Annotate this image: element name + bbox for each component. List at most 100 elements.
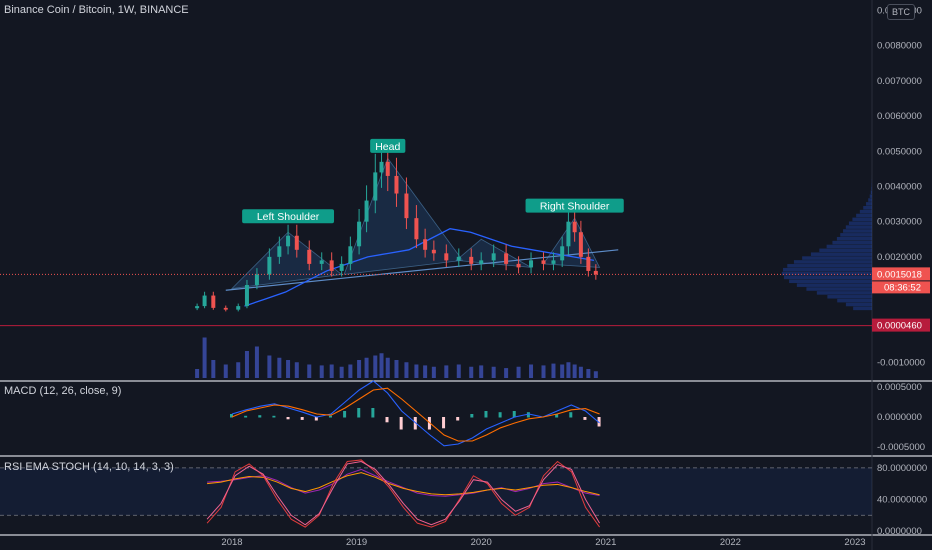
candle-body (456, 256, 461, 261)
candle-body (357, 221, 362, 247)
volume-bar (566, 362, 571, 378)
candle-body (329, 260, 334, 271)
volume-bar (479, 365, 484, 378)
volume-bar (373, 355, 378, 378)
volume-bar (385, 357, 390, 378)
macd-histogram-bar (385, 417, 389, 423)
price-axis-tick-label: 0.0050000 (877, 146, 922, 157)
volume-bar (307, 364, 312, 378)
candle-body (348, 246, 353, 264)
macd-histogram-bar (569, 412, 573, 418)
rsi-pane-title: RSI EMA STOCH (14, 10, 14, 3, 3) (4, 461, 174, 473)
candle-body (479, 260, 484, 264)
candle-body (491, 253, 496, 261)
volume-bar (414, 364, 419, 378)
x-axis-tick-label: 2023 (844, 537, 865, 548)
low-level-badge (872, 318, 930, 332)
currency-badge[interactable]: BTC (887, 4, 915, 20)
volume-profile-bar (781, 271, 872, 276)
volume-profile-bar (848, 221, 872, 225)
candle-body (236, 306, 241, 310)
macd-histogram-bar (244, 415, 248, 418)
pattern-right-shoulder (542, 217, 601, 268)
rsi-axis-tick-label: 40.0000000 (877, 494, 927, 505)
rsi-axis-tick-label: 0.0000000 (877, 526, 922, 537)
candle-body (444, 253, 449, 261)
annotation-label: Left Shoulder (257, 211, 320, 223)
volume-profile-bar (783, 267, 872, 272)
volume-profile-bar (856, 213, 872, 218)
candle-body (414, 218, 419, 240)
volume-bar (379, 353, 384, 378)
volume-profile-bar (852, 217, 872, 222)
low-level-value: 0.0000460 (877, 321, 922, 332)
macd-histogram-bar (357, 408, 361, 418)
candle-body (294, 235, 299, 250)
volume-profile-bar (859, 209, 872, 214)
volume-bar (329, 364, 334, 378)
neckline (225, 249, 619, 291)
macd-histogram-bar (258, 415, 262, 418)
macd-histogram-bar (442, 417, 446, 429)
macd-histogram-bar (328, 415, 332, 418)
macd-axis-tick-label: 0.0000000 (877, 412, 922, 423)
volume-bar (286, 360, 291, 378)
volume-profile-bar (840, 233, 872, 237)
macd-pane-title: MACD (12, 26, close, 9) (4, 385, 122, 397)
volume-profile-bar (843, 229, 872, 233)
volume-bar (404, 362, 409, 378)
candle-body (431, 249, 436, 254)
price-axis-tick-label: 0.0040000 (877, 181, 922, 192)
annotation-badge (370, 138, 406, 153)
volume-profile-bar (863, 206, 872, 210)
volume-bar (319, 365, 324, 378)
annotation-label: Right Shoulder (540, 201, 610, 213)
macd-histogram-bar (314, 417, 318, 421)
volume-profile-bar (826, 244, 872, 249)
volume-bar (236, 362, 241, 378)
macd-histogram-bar (526, 412, 530, 418)
x-axis-tick-label: 2020 (471, 537, 492, 548)
candle-body (373, 172, 378, 201)
candle-body (423, 239, 428, 250)
candle-body (504, 253, 509, 264)
candle-body (529, 260, 534, 268)
current-price-value: 0.0015018 (877, 269, 922, 280)
macd-histogram-bar (512, 411, 516, 418)
price-axis-tick-label: 0.0020000 (877, 252, 922, 263)
volume-bar (339, 366, 344, 378)
volume-profile-bar (871, 186, 872, 191)
macd-histogram-bar (484, 411, 488, 418)
macd-line (231, 380, 600, 447)
volume-profile-bar (819, 248, 872, 253)
volume-profile-bar (837, 298, 872, 303)
candle-body (578, 232, 583, 257)
macd-histogram-bar (286, 417, 290, 420)
price-axis-tick-label: 0.0070000 (877, 76, 922, 87)
macd-histogram-bar (597, 417, 601, 427)
annotation-badge (242, 209, 335, 224)
countdown-badge (872, 281, 930, 294)
volume-bar (551, 363, 556, 378)
volume-bar (254, 346, 259, 378)
candle-body (516, 263, 521, 268)
candle-body (319, 260, 324, 264)
candle-body (364, 200, 369, 222)
volume-profile-bar (870, 190, 872, 195)
macd-histogram-bar (470, 414, 474, 418)
x-axis-tick-label: 2021 (595, 537, 616, 548)
volume-bar (586, 369, 591, 378)
volume-profile-bar (796, 283, 872, 287)
volume-bar (578, 366, 583, 378)
macd-histogram-bar (300, 417, 304, 420)
macd-histogram-bar (456, 417, 460, 421)
rsi-band (0, 467, 872, 516)
macd-histogram-bar (555, 414, 559, 418)
annotation-label: Head (375, 141, 400, 153)
moving-average-line (244, 228, 595, 307)
chart-title: Binance Coin / Bitcoin, 1W, BINANCE (4, 4, 189, 16)
volume-profile-bar (853, 306, 872, 311)
macd-histogram-bar (343, 411, 347, 418)
candle-body (223, 307, 228, 310)
